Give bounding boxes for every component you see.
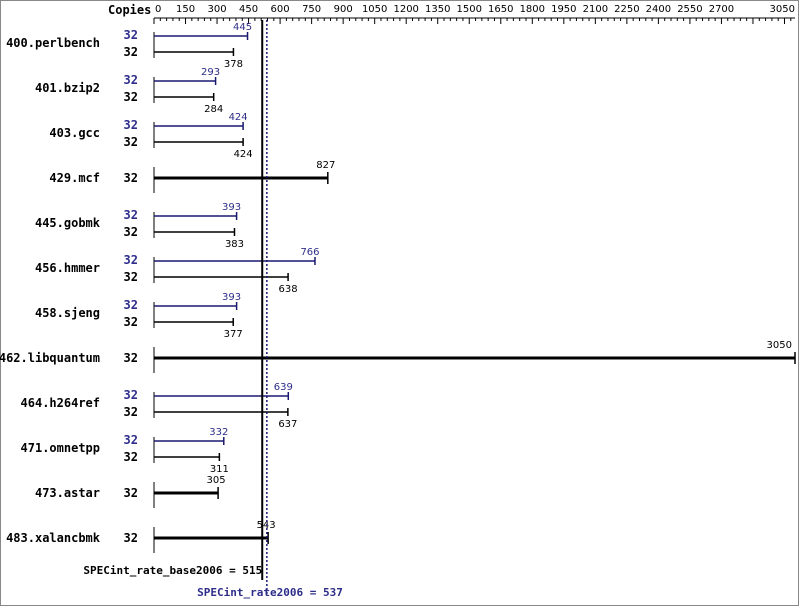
base-value-label: 637 bbox=[278, 419, 297, 430]
x-tick-label: 750 bbox=[302, 4, 321, 15]
peak-copies-label: 32 bbox=[124, 388, 138, 402]
base-copies-label: 32 bbox=[124, 486, 138, 500]
base-value-label: 284 bbox=[204, 104, 223, 115]
x-tick-label: 1800 bbox=[520, 4, 545, 15]
x-tick-label: 150 bbox=[176, 4, 195, 15]
benchmark-label: 456.hmmer bbox=[35, 261, 100, 275]
base-summary-label: SPECint_rate_base2006 = 515 bbox=[83, 564, 262, 577]
benchmark-label: 403.gcc bbox=[49, 126, 100, 140]
peak-summary-label: SPECint_rate2006 = 537 bbox=[197, 586, 343, 599]
base-copies-label: 32 bbox=[124, 351, 138, 365]
x-tick-label: 300 bbox=[208, 4, 227, 15]
x-tick-label: 1200 bbox=[393, 4, 418, 15]
peak-copies-label: 32 bbox=[124, 298, 138, 312]
peak-value-label: 393 bbox=[222, 292, 241, 303]
base-copies-label: 32 bbox=[124, 135, 138, 149]
peak-copies-label: 32 bbox=[124, 433, 138, 447]
base-copies-label: 32 bbox=[124, 405, 138, 419]
peak-copies-label: 32 bbox=[124, 253, 138, 267]
base-copies-label: 32 bbox=[124, 225, 138, 239]
benchmark-label: 483.xalancbmk bbox=[6, 531, 101, 545]
peak-value-label: 293 bbox=[201, 67, 220, 78]
x-tick-label: 1650 bbox=[488, 4, 513, 15]
peak-value-label: 393 bbox=[222, 202, 241, 213]
benchmark-label: 473.astar bbox=[35, 486, 100, 500]
x-tick-label: 450 bbox=[239, 4, 258, 15]
base-copies-label: 32 bbox=[124, 270, 138, 284]
x-tick-label: 1050 bbox=[362, 4, 387, 15]
base-value-label: 383 bbox=[225, 239, 244, 250]
x-tick-label: 0 bbox=[155, 4, 161, 15]
benchmark-label: 445.gobmk bbox=[35, 216, 101, 230]
peak-copies-label: 32 bbox=[124, 28, 138, 42]
x-tick-label: 1950 bbox=[551, 4, 576, 15]
x-axis-title: Copies bbox=[108, 3, 151, 17]
peak-value-label: 332 bbox=[209, 427, 228, 438]
base-value-label: 311 bbox=[210, 464, 229, 475]
x-tick-label: 2700 bbox=[709, 4, 734, 15]
base-value-label: 378 bbox=[224, 59, 243, 70]
x-tick-label: 600 bbox=[271, 4, 290, 15]
peak-copies-label: 32 bbox=[124, 208, 138, 222]
benchmark-label: 464.h264ref bbox=[21, 396, 100, 410]
benchmark-label: 401.bzip2 bbox=[35, 81, 100, 95]
base-copies-label: 32 bbox=[124, 450, 138, 464]
base-value-label: 3050 bbox=[767, 340, 792, 351]
base-copies-label: 32 bbox=[124, 171, 138, 185]
benchmark-label: 462.libquantum bbox=[0, 351, 100, 365]
base-copies-label: 32 bbox=[124, 90, 138, 104]
base-value-label: 377 bbox=[224, 329, 243, 340]
base-value-label: 638 bbox=[279, 284, 298, 295]
x-tick-label: 1350 bbox=[425, 4, 450, 15]
benchmark-label: 458.sjeng bbox=[35, 306, 100, 320]
peak-value-label: 445 bbox=[233, 22, 252, 33]
base-copies-label: 32 bbox=[124, 531, 138, 545]
benchmark-label: 471.omnetpp bbox=[21, 441, 100, 455]
peak-copies-label: 32 bbox=[124, 73, 138, 87]
x-tick-label: 2550 bbox=[677, 4, 702, 15]
base-value-label: 424 bbox=[234, 149, 253, 160]
x-tick-label: 2250 bbox=[614, 4, 639, 15]
x-tick-label: 900 bbox=[334, 4, 353, 15]
benchmark-label: 400.perlbench bbox=[6, 36, 100, 50]
peak-copies-label: 32 bbox=[124, 118, 138, 132]
x-tick-label: 2400 bbox=[646, 4, 671, 15]
base-value-label: 305 bbox=[207, 475, 226, 486]
base-copies-label: 32 bbox=[124, 45, 138, 59]
x-tick-label: 1500 bbox=[457, 4, 482, 15]
peak-value-label: 424 bbox=[229, 112, 248, 123]
benchmark-label: 429.mcf bbox=[49, 171, 100, 185]
base-copies-label: 32 bbox=[124, 315, 138, 329]
peak-value-label: 766 bbox=[300, 247, 319, 258]
base-value-label: 827 bbox=[316, 160, 335, 171]
peak-value-label: 639 bbox=[274, 382, 293, 393]
x-tick-label: 2100 bbox=[583, 4, 608, 15]
x-tick-label: 3050 bbox=[770, 4, 795, 15]
